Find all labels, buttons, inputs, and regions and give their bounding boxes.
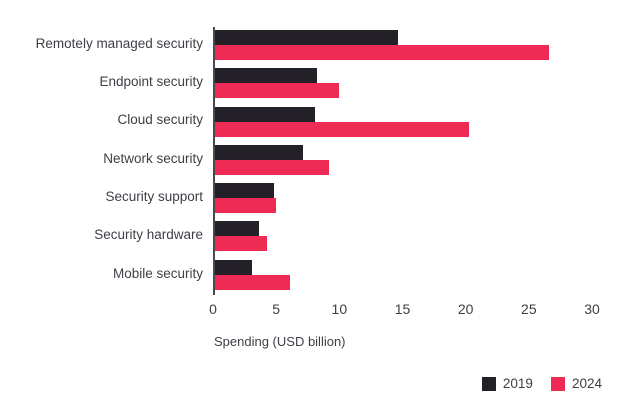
bar-2024 — [215, 236, 267, 252]
category-row: Network security — [0, 141, 592, 181]
x-axis-ticks: 0 5 10 15 20 25 30 — [209, 301, 600, 319]
bar-2019 — [215, 183, 275, 199]
bar-group — [213, 256, 592, 296]
bar-group — [213, 65, 592, 104]
category-label: Security hardware — [94, 227, 203, 243]
x-tick: 15 — [394, 301, 411, 317]
bar-2019 — [215, 106, 315, 122]
legend-swatch-icon — [550, 376, 565, 391]
bar-2019 — [215, 144, 304, 160]
category-label: Cloud security — [117, 112, 203, 128]
bar-2024 — [215, 274, 290, 290]
category-row: Endpoint security — [0, 65, 592, 104]
bar-group — [213, 218, 592, 257]
bar-2024 — [215, 198, 276, 214]
x-axis-label: Spending (USD billion) — [214, 334, 346, 349]
legend-item-2019: 2019 — [481, 376, 533, 391]
legend-swatch-icon — [481, 376, 496, 391]
bar-2019 — [215, 259, 252, 275]
legend: 2019 2024 — [481, 376, 602, 391]
x-tick: 25 — [521, 301, 537, 317]
category-row: Security hardware — [0, 218, 592, 257]
category-row: Cloud security — [0, 103, 592, 142]
bar-2019 — [215, 221, 260, 237]
x-tick: 10 — [331, 301, 348, 317]
bar-2024 — [215, 121, 469, 137]
x-tick: 30 — [584, 301, 600, 317]
category-label: Security support — [105, 188, 203, 204]
x-tick: 0 — [209, 301, 217, 317]
category-row: Remotely managed security — [0, 27, 592, 66]
legend-item-2024: 2024 — [550, 376, 602, 391]
x-tick: 5 — [272, 301, 281, 317]
category-label: Network security — [103, 150, 203, 166]
bar-2024 — [215, 45, 549, 60]
bar-group — [213, 141, 592, 181]
legend-label: 2024 — [571, 376, 602, 391]
bar-2019 — [215, 30, 399, 45]
bar-2024 — [215, 83, 339, 99]
category-label: Endpoint security — [99, 74, 203, 90]
category-row: Mobile security — [0, 256, 592, 296]
bar-2024 — [215, 159, 329, 175]
category-label: Mobile security — [112, 265, 203, 281]
legend-label: 2019 — [502, 376, 533, 391]
bar-group — [213, 103, 592, 142]
category-label: Remotely managed security — [35, 35, 203, 51]
category-row: Security support — [0, 180, 592, 219]
bar-group — [213, 27, 592, 66]
bar-rows: Remotely managed security Endpoint securi… — [0, 27, 592, 296]
bar-2019 — [215, 68, 318, 84]
bar-group — [213, 180, 592, 219]
x-tick: 20 — [457, 301, 474, 317]
